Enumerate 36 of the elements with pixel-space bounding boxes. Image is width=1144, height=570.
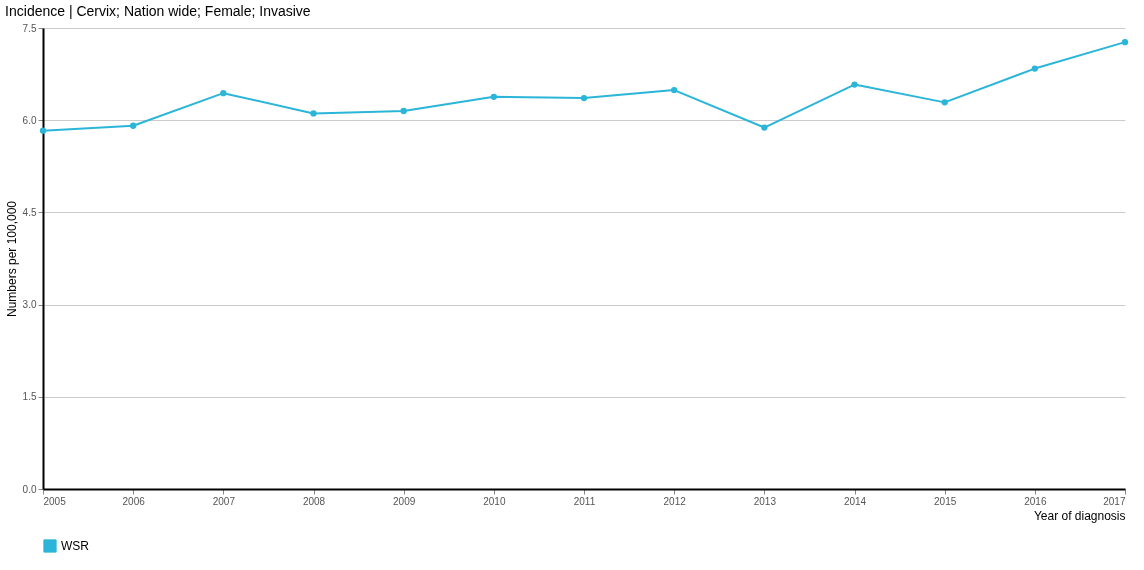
point xyxy=(941,99,948,106)
point xyxy=(851,81,858,88)
x-tick-label: 2015 xyxy=(934,495,957,507)
x-tick-label: 2006 xyxy=(122,495,146,507)
point xyxy=(1031,65,1038,72)
x-tick-label: 2007 xyxy=(212,495,236,507)
point xyxy=(310,110,317,117)
x-tick-label: 2009 xyxy=(393,495,416,507)
chart-title: Incidence | Cervix; Nation wide; Female; Invasive xyxy=(5,3,311,19)
x-tick-label: 2014 xyxy=(843,495,867,507)
x-tick-label: 2005 xyxy=(43,495,67,507)
point xyxy=(220,90,227,97)
y-axis-title: Numbers per 100,000 xyxy=(4,200,19,318)
legend-label: WSR xyxy=(61,539,90,553)
y-tick-label: 1.5 xyxy=(22,391,37,403)
point xyxy=(490,93,497,100)
x-tick-label: 2016 xyxy=(1024,495,1047,507)
point xyxy=(400,107,407,115)
x-tick-label: 2013 xyxy=(753,495,777,507)
x-tick-label: 2008 xyxy=(302,495,326,507)
point xyxy=(1121,38,1129,46)
y-tick-label: 7.5 xyxy=(22,22,37,34)
y-tick-label: 4.5 xyxy=(22,206,37,218)
point xyxy=(671,86,678,94)
x-tick-label: 2010 xyxy=(483,495,506,507)
y-tick-label: 3.0 xyxy=(22,299,37,311)
x-tick-label: 2012 xyxy=(663,495,687,507)
x-tick-label: 2017 xyxy=(1103,495,1126,507)
x-tick-label: 2011 xyxy=(573,495,596,507)
point xyxy=(761,124,768,131)
point xyxy=(130,122,137,129)
point xyxy=(39,127,47,134)
point xyxy=(580,94,588,102)
y-tick-label: 6.0 xyxy=(22,114,37,126)
y-tick-label: 0.0 xyxy=(22,483,37,495)
x-axis-title: Year of diagnosis xyxy=(1033,508,1126,523)
